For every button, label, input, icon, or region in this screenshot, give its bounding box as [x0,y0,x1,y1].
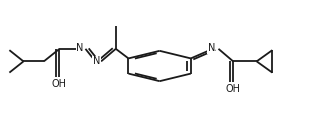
Text: OH: OH [226,84,241,94]
Text: N: N [93,56,100,66]
Text: N: N [76,43,84,53]
Text: OH: OH [52,79,67,89]
Text: N: N [208,43,215,53]
